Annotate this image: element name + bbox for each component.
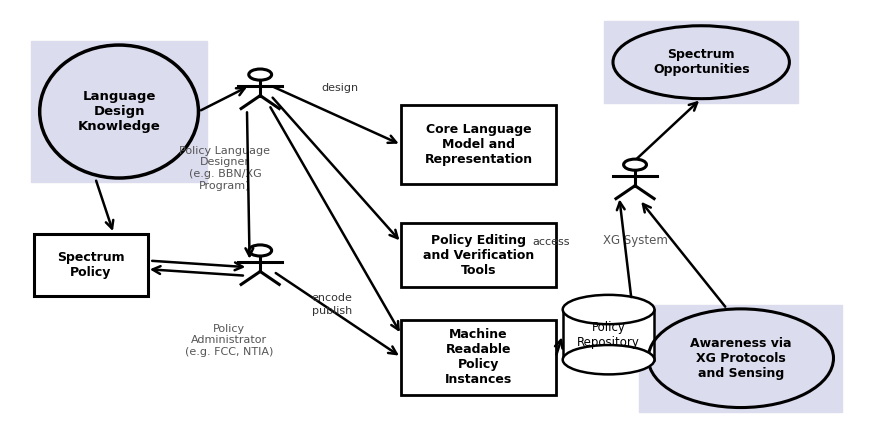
Text: XG System: XG System bbox=[602, 234, 668, 247]
Text: Awareness via
XG Protocols
and Sensing: Awareness via XG Protocols and Sensing bbox=[690, 337, 792, 380]
Bar bbox=[34, 234, 148, 296]
Text: Policy Editing
and Verification
Tools: Policy Editing and Verification Tools bbox=[422, 234, 534, 277]
FancyBboxPatch shape bbox=[31, 41, 207, 182]
Ellipse shape bbox=[563, 295, 654, 324]
Text: encode: encode bbox=[311, 293, 352, 303]
Text: Spectrum
Opportunities: Spectrum Opportunities bbox=[653, 48, 750, 76]
Text: design: design bbox=[321, 83, 358, 93]
Bar bbox=[401, 223, 556, 287]
Ellipse shape bbox=[563, 345, 654, 375]
Text: Policy
Repository: Policy Repository bbox=[577, 320, 640, 349]
FancyBboxPatch shape bbox=[639, 305, 842, 412]
Bar bbox=[401, 105, 556, 184]
Text: Language
Design
Knowledge: Language Design Knowledge bbox=[78, 90, 161, 133]
Text: publish: publish bbox=[311, 306, 352, 316]
Text: Spectrum
Policy: Spectrum Policy bbox=[57, 251, 124, 279]
Bar bbox=[563, 310, 654, 360]
Text: access: access bbox=[533, 237, 570, 248]
Text: Policy Language
Designer
(e.g. BBN/XG
Program): Policy Language Designer (e.g. BBN/XG Pr… bbox=[179, 146, 271, 190]
Bar bbox=[401, 320, 556, 395]
Text: Machine
Readable
Policy
Instances: Machine Readable Policy Instances bbox=[445, 328, 512, 386]
FancyBboxPatch shape bbox=[604, 21, 798, 103]
Text: Policy
Administrator
(e.g. FCC, NTIA): Policy Administrator (e.g. FCC, NTIA) bbox=[185, 324, 273, 357]
Text: Core Language
Model and
Representation: Core Language Model and Representation bbox=[424, 123, 533, 166]
